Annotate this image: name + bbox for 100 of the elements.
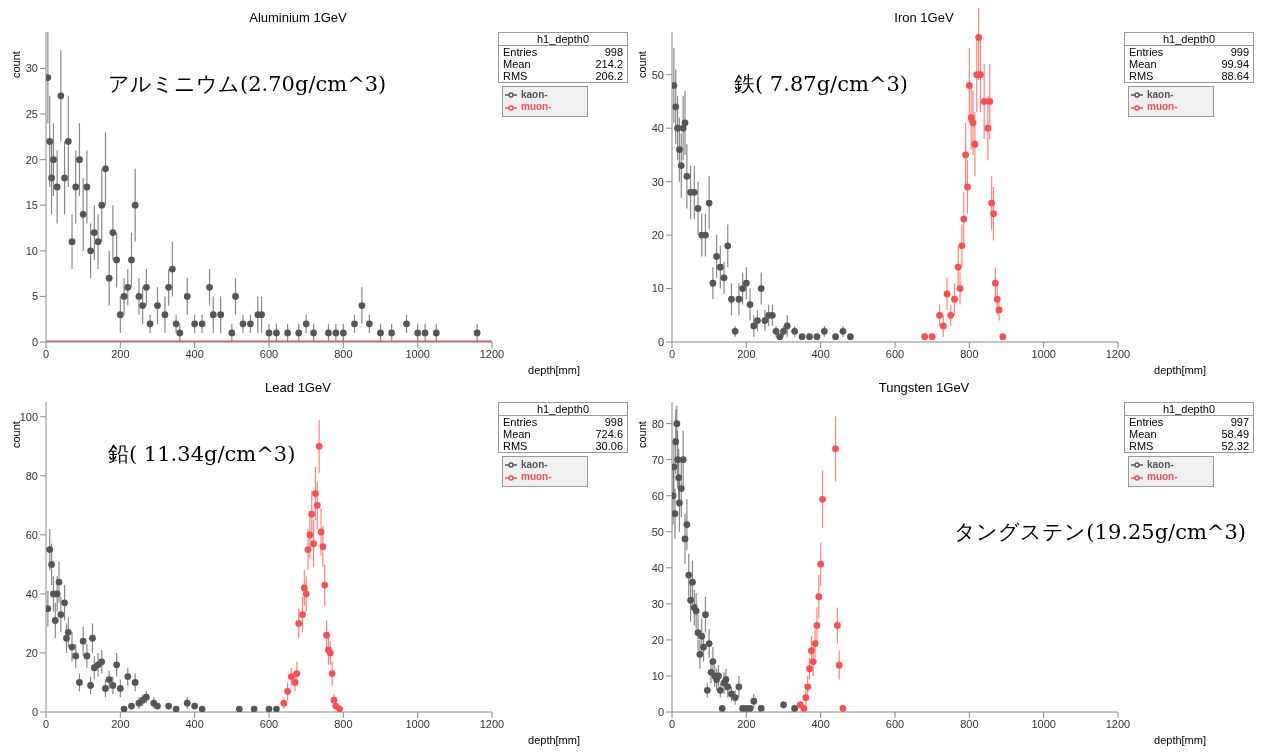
x-axis-title: depth[mm] [528,364,580,376]
chart-title: Tungsten 1GeV [877,380,971,395]
text: h1_depth0 [499,33,627,46]
legend-label: muon- [1147,101,1178,113]
legend-label: kaon- [1147,89,1174,100]
text: Mean [503,428,531,440]
text: 58.49 [1221,428,1249,440]
y-tick-label: 20 [25,153,38,166]
x-tick-label: 600 [885,717,905,730]
text: 206.2 [595,70,623,82]
text: Mean [503,58,531,70]
y-tick-label: 0 [657,335,664,348]
text: Mean [1129,428,1157,440]
text: 30.06 [595,440,623,452]
y-tick-label: 40 [25,587,38,600]
text: RMS [503,440,528,452]
annotation: 鉄( 7.87g/cm^3) [734,71,908,98]
y-tick-label: 40 [651,561,664,574]
legend-label: muon- [1147,471,1178,483]
x-tick-label: 400 [811,347,830,360]
y-tick-label: 25 [25,107,38,120]
y-tick-label: 70 [651,453,664,466]
text: 99.94 [1221,58,1249,70]
text: 998 [604,46,623,58]
y-tick-label: 30 [25,62,38,75]
y-tick-label: 0 [31,705,38,718]
text: Entries [503,46,538,58]
text: 998 [604,416,623,428]
text: 999 [1230,46,1249,58]
x-tick-label: 600 [259,347,279,360]
y-tick-label: 60 [25,528,38,541]
x-tick-label: 1200 [1105,347,1131,360]
y-tick-label: 80 [651,417,664,430]
annotation: タングステン(19.25g/cm^3) [954,519,1246,546]
x-tick-label: 800 [960,347,979,360]
y-tick-label: 60 [651,489,664,502]
x-tick-label: 0 [42,717,50,730]
text: h1_depth0 [499,403,627,416]
y-tick-label: 20 [25,646,38,659]
chart-title: Lead 1GeV [264,380,332,395]
x-axis-title: depth[mm] [1154,364,1206,376]
x-tick-label: 1000 [1031,717,1056,730]
text: 997 [1230,416,1249,428]
chart-title: Aluminium 1GeV [248,10,348,25]
x-tick-label: 200 [737,717,756,730]
annotation: アルミニウム(2.70g/cm^3) [108,71,387,98]
y-tick-label: 40 [651,122,664,135]
legend-label: kaon- [1147,459,1174,470]
text: RMS [1129,440,1154,452]
text: 88.64 [1221,70,1249,82]
x-tick-label: 400 [811,717,830,730]
text: Entries [1129,46,1164,58]
text: 214.2 [595,58,623,70]
x-axis-title: depth[mm] [1154,734,1206,746]
y-tick-label: 80 [25,469,38,482]
y-tick-label: 30 [651,597,664,610]
text: 52.32 [1221,440,1249,452]
x-tick-label: 1000 [405,717,430,730]
y-axis-title: count [10,421,22,448]
x-tick-label: 200 [111,347,130,360]
y-tick-label: 10 [25,244,38,257]
x-tick-label: 1000 [405,347,430,360]
text: Entries [503,416,538,428]
x-tick-label: 200 [111,717,130,730]
text: 724.6 [595,428,623,440]
y-tick-label: 20 [651,229,664,242]
x-tick-label: 600 [259,717,279,730]
x-tick-label: 800 [960,717,979,730]
chart-title: Iron 1GeV [893,10,955,25]
y-tick-label: 30 [651,175,664,188]
y-tick-label: 10 [651,282,664,295]
legend-label: kaon- [521,89,548,100]
text: RMS [503,70,528,82]
y-axis-title: count [10,51,22,78]
y-tick-label: 10 [651,669,664,682]
text: Mean [1129,58,1157,70]
x-tick-label: 1000 [1031,347,1056,360]
x-tick-label: 400 [185,717,204,730]
text: h1_depth0 [1125,403,1253,416]
x-tick-label: 1200 [479,717,505,730]
y-tick-label: 0 [31,335,38,348]
x-tick-label: 0 [42,347,50,360]
x-tick-label: 200 [737,347,756,360]
y-tick-label: 15 [25,199,38,212]
y-tick-label: 20 [651,633,664,646]
y-axis-title: count [636,421,648,448]
text: h1_depth0 [1125,33,1253,46]
legend-label: muon- [521,471,552,483]
x-tick-label: 400 [185,347,204,360]
y-tick-label: 50 [651,525,664,538]
x-axis-title: depth[mm] [528,734,580,746]
y-axis-title: count [636,51,648,78]
x-tick-label: 1200 [1105,717,1131,730]
annotation: 鉛( 11.34g/cm^3) [108,441,296,468]
x-tick-label: 0 [668,347,676,360]
x-tick-label: 800 [334,717,353,730]
y-tick-label: 0 [657,705,664,718]
y-tick-label: 50 [651,68,664,81]
legend-label: kaon- [521,459,548,470]
x-tick-label: 1200 [479,347,505,360]
